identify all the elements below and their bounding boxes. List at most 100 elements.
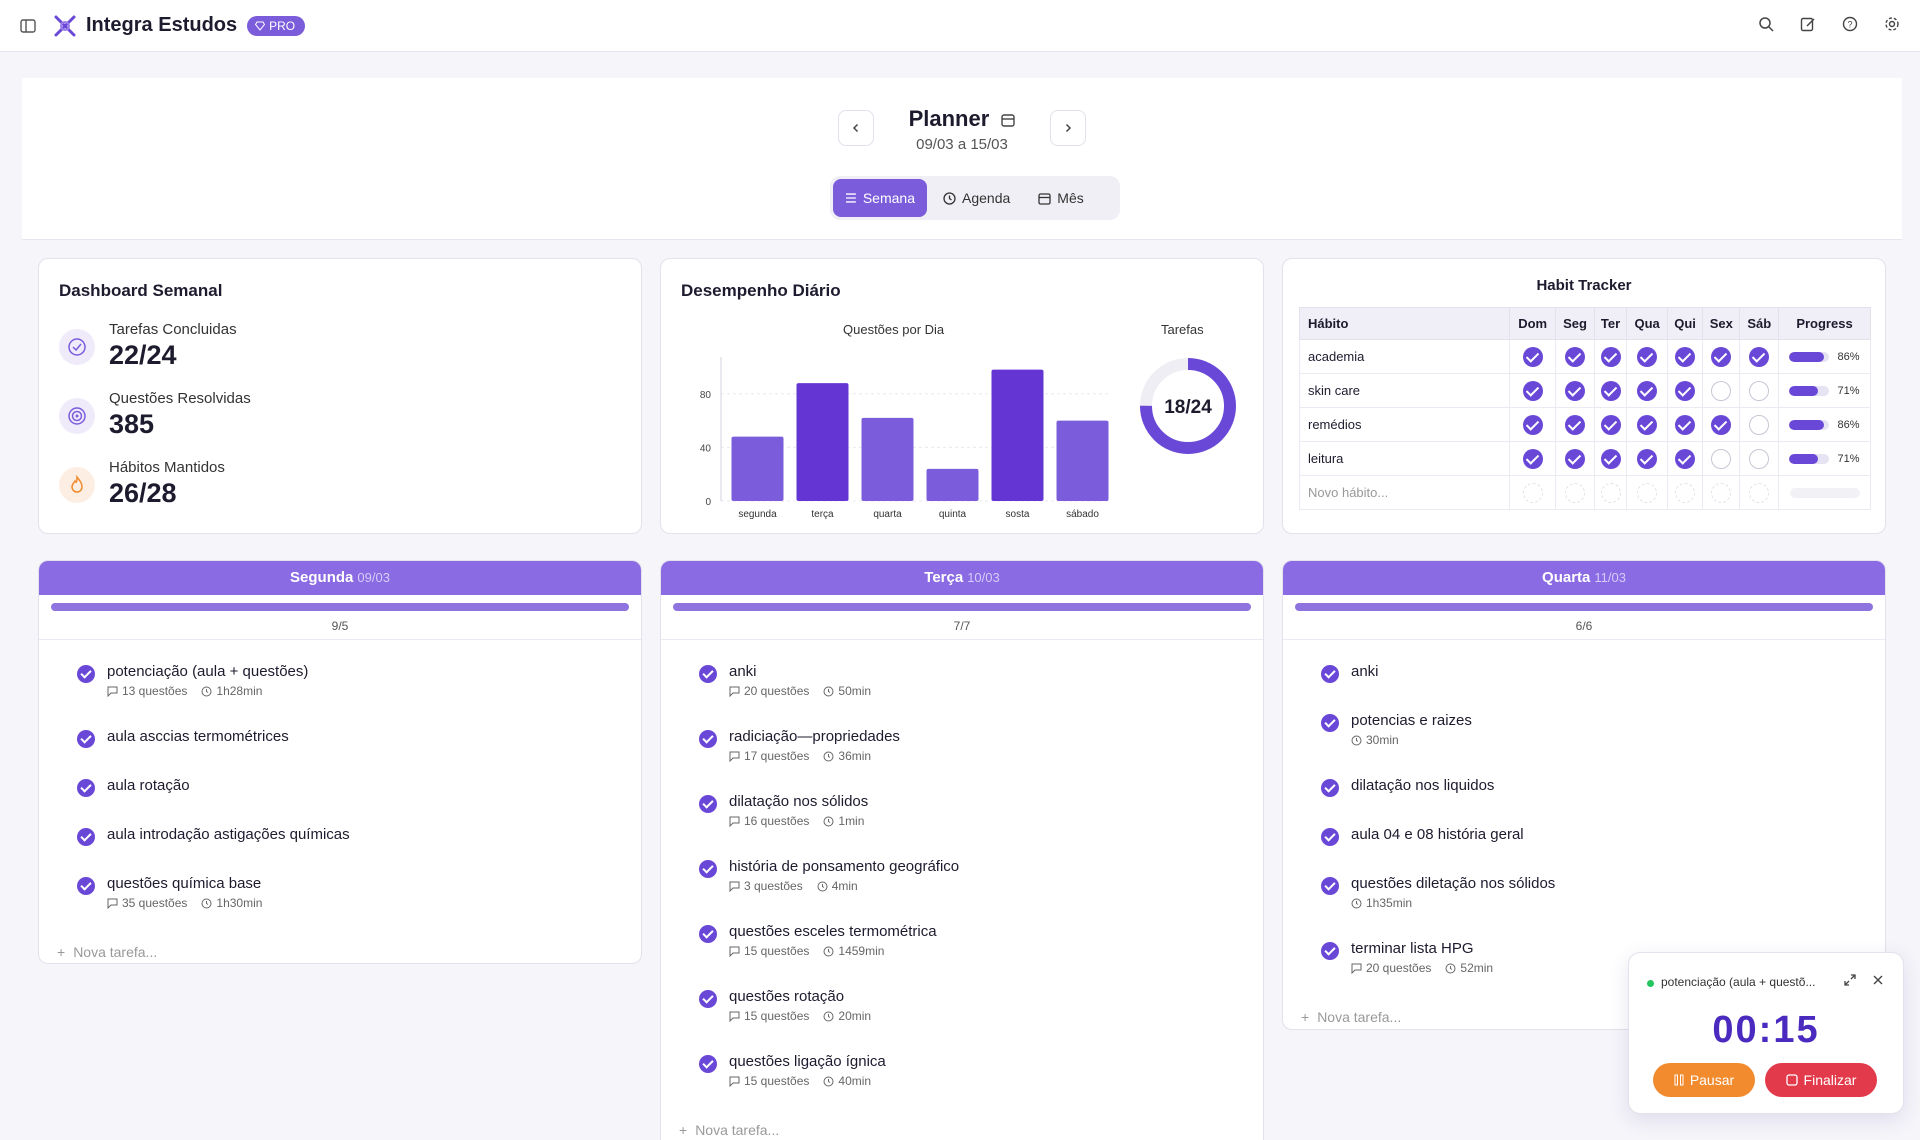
habit-check-toggle[interactable] <box>1522 414 1543 435</box>
clock-icon <box>1445 963 1456 973</box>
habit-check-toggle[interactable] <box>1522 346 1543 367</box>
bar-sábado[interactable] <box>1056 420 1109 501</box>
habit-progress-cell: 86% <box>1778 407 1871 442</box>
tab-semana[interactable]: Semana <box>833 179 927 217</box>
task-done-checkbox[interactable] <box>77 665 95 683</box>
new-task-input[interactable]: + Nova tarefa... <box>57 944 157 960</box>
pause-button[interactable]: Pausar <box>1653 1063 1755 1097</box>
habit-check-toggle[interactable] <box>1600 448 1621 469</box>
habit-name[interactable]: skin care <box>1299 373 1510 408</box>
habit-name[interactable]: leitura <box>1299 441 1510 476</box>
task-item[interactable]: aula 04 e 08 história geral <box>1321 826 1524 846</box>
habit-check-toggle[interactable] <box>1600 346 1621 367</box>
task-item[interactable]: potencias e raizes 30min <box>1321 712 1472 747</box>
task-item[interactable]: questões diletação nos sólidos 1h35min <box>1321 875 1555 910</box>
task-item[interactable]: história de ponsamento geográfico 3 quest… <box>699 858 959 893</box>
task-done-checkbox[interactable] <box>1321 942 1339 960</box>
task-item[interactable]: terminar lista HPG 20 questões 52min <box>1321 940 1493 975</box>
prev-week-button[interactable] <box>838 110 874 146</box>
habit-check-toggle[interactable] <box>1711 448 1732 469</box>
brand-logo-icon <box>52 13 78 39</box>
expand-icon[interactable] <box>1843 973 1857 992</box>
task-done-checkbox[interactable] <box>1321 665 1339 683</box>
habit-check-toggle[interactable] <box>1711 346 1732 367</box>
task-item[interactable]: radiciação—propriedades 17 questões 36min <box>699 728 900 763</box>
new-task-input[interactable]: + Nova tarefa... <box>679 1122 779 1138</box>
task-item[interactable]: aula rotação <box>77 777 190 797</box>
task-done-checkbox[interactable] <box>699 1055 717 1073</box>
task-done-checkbox[interactable] <box>699 795 717 813</box>
task-done-checkbox[interactable] <box>699 665 717 683</box>
habit-name[interactable]: academia <box>1299 339 1510 374</box>
task-done-checkbox[interactable] <box>699 990 717 1008</box>
bar-sosta[interactable] <box>991 369 1044 501</box>
habit-day-cell <box>1739 373 1779 408</box>
sidebar-toggle-icon[interactable] <box>18 16 38 36</box>
habit-check-toggle[interactable] <box>1711 380 1732 401</box>
new-task-input[interactable]: + Nova tarefa... <box>1301 1009 1401 1025</box>
task-done-checkbox[interactable] <box>699 730 717 748</box>
task-item[interactable]: questões ligação ígnica 15 questões 40min <box>699 1053 886 1088</box>
habit-check-toggle[interactable] <box>1749 414 1770 435</box>
habit-name[interactable]: remédios <box>1299 407 1510 442</box>
task-item[interactable]: dilatação nos liquidos <box>1321 777 1494 797</box>
task-item[interactable]: potenciação (aula + questões) 13 questões… <box>77 663 308 698</box>
habit-check-toggle[interactable] <box>1675 448 1696 469</box>
habit-check-toggle[interactable] <box>1600 380 1621 401</box>
habit-check-toggle[interactable] <box>1711 414 1732 435</box>
task-item[interactable]: anki 20 questões 50min <box>699 663 871 698</box>
calendar-icon[interactable] <box>1001 107 1016 133</box>
task-done-checkbox[interactable] <box>699 860 717 878</box>
task-item[interactable]: dilatação nos sólidos 16 questões 1min <box>699 793 868 828</box>
task-done-checkbox[interactable] <box>1321 828 1339 846</box>
task-done-checkbox[interactable] <box>1321 779 1339 797</box>
habit-check-toggle[interactable] <box>1637 380 1658 401</box>
task-done-checkbox[interactable] <box>77 877 95 895</box>
task-done-checkbox[interactable] <box>77 828 95 846</box>
search-icon[interactable] <box>1756 14 1776 34</box>
tab-mes[interactable]: Mês <box>1026 179 1095 217</box>
new-habit-input[interactable]: Novo hábito... <box>1299 475 1510 510</box>
task-item[interactable]: aula introdação astigações químicas <box>77 826 350 846</box>
close-icon[interactable] <box>1871 973 1885 992</box>
task-item[interactable]: questões rotação 15 questões 20min <box>699 988 871 1023</box>
habit-check-toggle[interactable] <box>1565 346 1586 367</box>
habit-check-toggle[interactable] <box>1675 380 1696 401</box>
next-week-button[interactable] <box>1050 110 1086 146</box>
task-time: 1min <box>823 814 864 828</box>
task-done-checkbox[interactable] <box>1321 714 1339 732</box>
habit-check-toggle[interactable] <box>1522 448 1543 469</box>
task-questions-text: 16 questões <box>744 814 810 828</box>
task-done-checkbox[interactable] <box>1321 877 1339 895</box>
tab-agenda[interactable]: Agenda <box>931 179 1022 217</box>
habit-check-toggle[interactable] <box>1675 414 1696 435</box>
habit-check-toggle[interactable] <box>1749 380 1770 401</box>
finish-button[interactable]: Finalizar <box>1765 1063 1877 1097</box>
habit-check-toggle[interactable] <box>1675 346 1696 367</box>
task-item[interactable]: questões esceles termométrica 15 questões… <box>699 923 937 958</box>
habit-check-toggle[interactable] <box>1749 346 1770 367</box>
habit-check-toggle[interactable] <box>1565 448 1586 469</box>
habit-day-cell <box>1739 339 1779 374</box>
habit-check-toggle[interactable] <box>1637 448 1658 469</box>
bar-quarta[interactable] <box>861 417 914 501</box>
habit-check-toggle[interactable] <box>1749 448 1770 469</box>
habit-check-toggle[interactable] <box>1565 414 1586 435</box>
task-item[interactable]: questões química base 35 questões 1h30min <box>77 875 262 910</box>
task-item[interactable]: anki <box>1321 663 1379 683</box>
task-item[interactable]: aula asccias termométrices <box>77 728 289 748</box>
habit-check-toggle[interactable] <box>1600 414 1621 435</box>
task-done-checkbox[interactable] <box>77 779 95 797</box>
task-done-checkbox[interactable] <box>699 925 717 943</box>
settings-gear-icon[interactable] <box>1882 14 1902 34</box>
habit-check-toggle[interactable] <box>1565 380 1586 401</box>
bar-quinta[interactable] <box>926 468 979 501</box>
edit-icon[interactable] <box>1798 14 1818 34</box>
help-icon[interactable]: ? <box>1840 14 1860 34</box>
habit-check-toggle[interactable] <box>1637 414 1658 435</box>
bar-terça[interactable] <box>796 383 849 501</box>
habit-check-toggle[interactable] <box>1637 346 1658 367</box>
task-done-checkbox[interactable] <box>77 730 95 748</box>
habit-check-toggle[interactable] <box>1522 380 1543 401</box>
bar-segunda[interactable] <box>731 436 784 501</box>
